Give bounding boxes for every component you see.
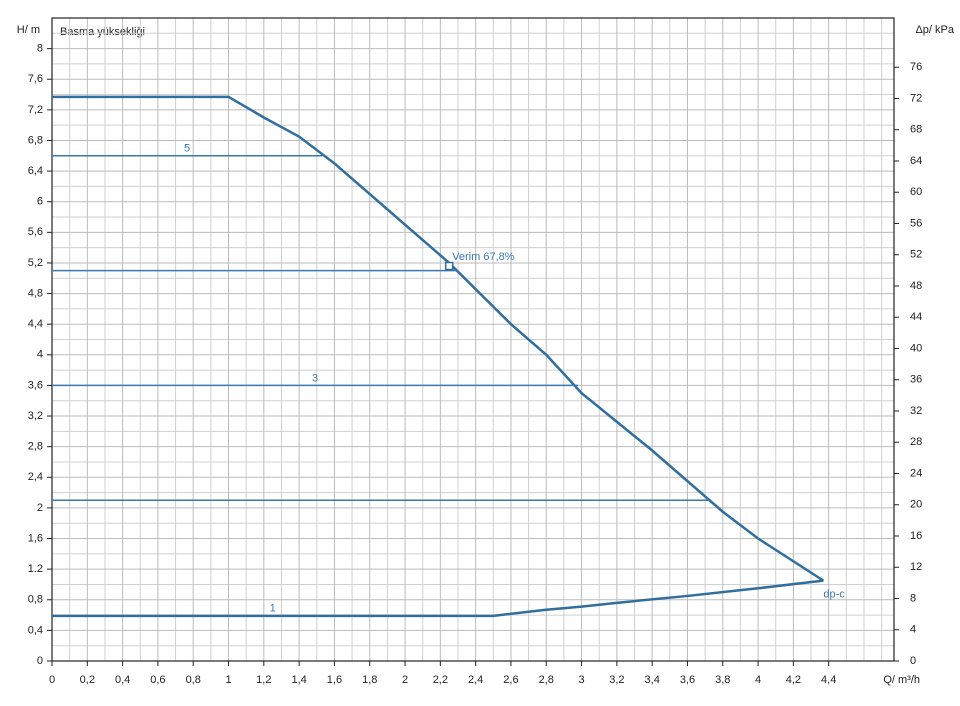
y2-tick-label: 56 <box>910 217 922 229</box>
x-tick-label: 0 <box>49 674 55 686</box>
operating-point <box>444 261 454 271</box>
curve-label: 3 <box>312 372 318 384</box>
x-tick-label: 3,6 <box>680 674 695 686</box>
y2-tick-label: 64 <box>910 155 922 167</box>
x-tick-label: 3,8 <box>715 674 730 686</box>
y2-tick-label: 60 <box>910 186 922 198</box>
y2-tick-label: 72 <box>910 92 922 104</box>
y-tick-label: 1.2 <box>28 563 43 575</box>
y-tick-label: 0,8 <box>28 594 43 606</box>
x-tick-label: 0,6 <box>150 674 165 686</box>
curve <box>52 579 824 618</box>
y2-tick-label: 44 <box>910 311 922 323</box>
x-tick-label: 2,6 <box>503 674 518 686</box>
y2-tick-label: 68 <box>910 124 922 136</box>
y2-tick-label: 28 <box>910 436 922 448</box>
operating-point-label: Verim 67,8% <box>452 251 515 263</box>
y-tick-label: 2,8 <box>28 441 43 453</box>
x-tick-label: 3,2 <box>609 674 624 686</box>
y2-tick-label: 12 <box>910 561 922 573</box>
x-tick-label: 2 <box>402 674 408 686</box>
y2-tick-label: 0 <box>910 655 916 667</box>
x-tick-label: 2,2 <box>433 674 448 686</box>
x-tick-label: 1,4 <box>291 674 306 686</box>
plot-frame <box>51 17 895 662</box>
y-tick-label: 3,6 <box>28 379 43 391</box>
curve-label: 5 <box>184 143 190 155</box>
y2-tick-label: 8 <box>910 592 916 604</box>
y-axis-label: H/ m <box>17 24 40 36</box>
y-tick-label: 4,4 <box>28 318 43 330</box>
x-tick-label: 0,8 <box>186 674 201 686</box>
y-tick-label: 0,4 <box>28 624 43 636</box>
y-tick-label: 7,6 <box>28 73 43 85</box>
y-tick-label: 4 <box>37 349 43 361</box>
x-tick-label: 2,8 <box>539 674 554 686</box>
y2-axis-label: Δp/ kPa <box>915 24 954 36</box>
x-tick-label: 4 <box>755 674 761 686</box>
y2-tick-label: 36 <box>910 374 922 386</box>
y-tick-label: 1,6 <box>28 532 43 544</box>
x-tick-label: 1,6 <box>327 674 342 686</box>
y-tick-label: 3,2 <box>28 410 43 422</box>
y2-tick-label: 16 <box>910 530 922 542</box>
y2-tick-label: 32 <box>910 405 922 417</box>
y-tick-label: 2 <box>37 502 43 514</box>
y-tick-label: 2,4 <box>28 471 43 483</box>
x-tick-label: 1 <box>225 674 231 686</box>
y-tick-label: 8 <box>37 43 43 55</box>
x-tick-label: 3 <box>578 674 584 686</box>
y-tick-label: 6 <box>37 196 43 208</box>
y-tick-label: 0 <box>37 655 43 667</box>
x-tick-label: 4,4 <box>821 674 836 686</box>
y2-tick-label: 20 <box>910 499 922 511</box>
y-tick-label: 5,2 <box>28 257 43 269</box>
y2-tick-label: 40 <box>910 342 922 354</box>
curve-name: dp-c <box>823 589 845 601</box>
x-axis-label: Q/ m³/h <box>883 674 920 686</box>
x-tick-label: 2,4 <box>468 674 483 686</box>
x-tick-label: 3,4 <box>645 674 660 686</box>
y2-tick-label: 52 <box>910 249 922 261</box>
x-tick-label: 0,4 <box>115 674 130 686</box>
x-tick-label: 0,2 <box>80 674 95 686</box>
x-tick-label: 1,2 <box>256 674 271 686</box>
x-tick-label: 1,8 <box>362 674 377 686</box>
chart-title: Basma yüksekliği <box>60 26 145 38</box>
y2-tick-label: 24 <box>910 467 922 479</box>
y-tick-label: 7,2 <box>28 104 43 116</box>
y-tick-label: 4,8 <box>28 287 43 299</box>
y-tick-label: 6,4 <box>28 165 43 177</box>
curve-label: 1 <box>270 603 276 615</box>
y-tick-label: 6,8 <box>28 134 43 146</box>
y2-tick-label: 48 <box>910 280 922 292</box>
x-tick-label: 4,2 <box>786 674 801 686</box>
y2-tick-label: 4 <box>910 624 916 636</box>
y2-tick-label: 76 <box>910 61 922 73</box>
curve <box>52 95 825 582</box>
y-tick-label: 5,6 <box>28 226 43 238</box>
